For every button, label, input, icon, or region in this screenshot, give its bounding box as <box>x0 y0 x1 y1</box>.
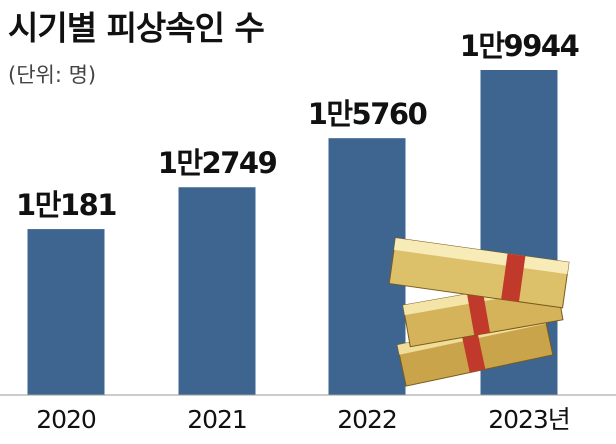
value-label: 1만9944 <box>460 29 579 63</box>
value-label: 1만2749 <box>158 146 277 180</box>
bar <box>178 187 256 395</box>
x-tick-label: 2021 <box>187 405 247 434</box>
bar <box>27 229 105 395</box>
money-illustration <box>388 237 570 387</box>
chart-subtitle: (단위: 명) <box>8 63 96 87</box>
x-tick-label: 2020 <box>36 405 96 434</box>
chart-title: 시기별 피상속인 수 <box>8 9 264 48</box>
x-tick-label: 2023년 <box>488 405 570 434</box>
value-label: 1만181 <box>16 188 116 222</box>
value-label: 1만5760 <box>308 97 427 131</box>
x-tick-label: 2022 <box>337 405 397 434</box>
